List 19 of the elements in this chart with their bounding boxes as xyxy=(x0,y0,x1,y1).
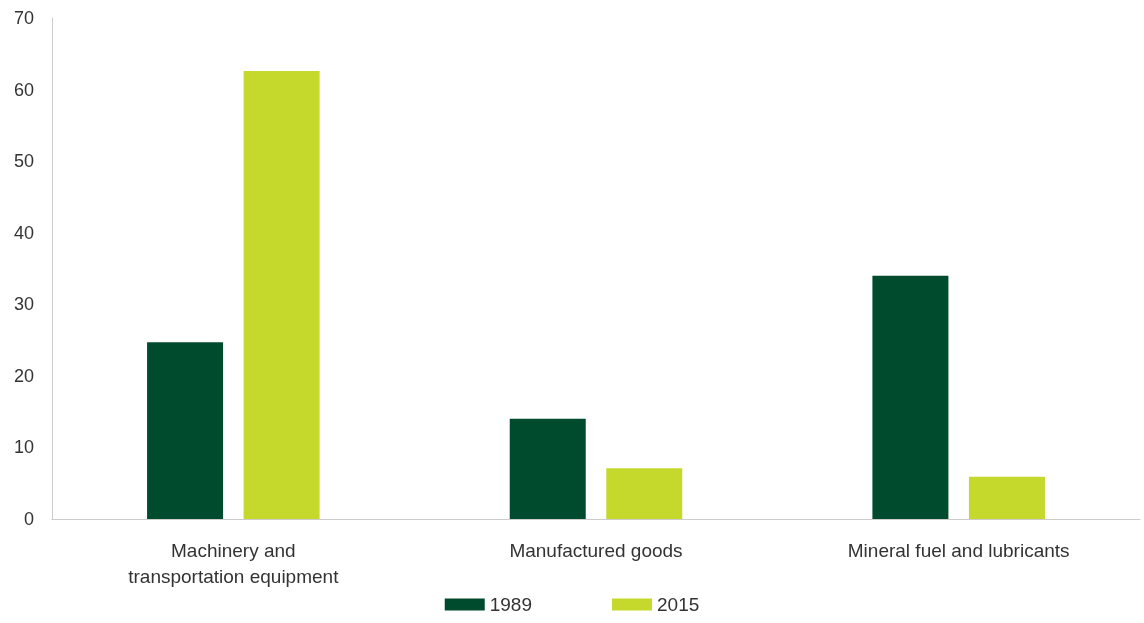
bar xyxy=(147,342,224,519)
bar xyxy=(509,418,586,519)
y-tick-label: 70 xyxy=(13,8,34,28)
bar xyxy=(968,476,1045,519)
y-tick-label: 60 xyxy=(13,79,34,100)
y-tick-label: 40 xyxy=(13,222,34,243)
bar xyxy=(872,275,949,519)
x-tick-label: Mineral fuel and lubricants xyxy=(847,539,1070,561)
y-tick-label: 10 xyxy=(13,437,34,458)
legend-label: 1989 xyxy=(489,594,533,615)
y-tick-label: 20 xyxy=(13,365,34,386)
y-tick-label: 30 xyxy=(13,294,34,315)
x-tick-label: Manufactured goods xyxy=(509,539,683,561)
x-tick-label: Machinery and transportation equipment xyxy=(128,539,340,587)
y-tick-label: 50 xyxy=(13,151,34,172)
bar xyxy=(606,468,683,519)
legend-label: 2015 xyxy=(657,594,700,615)
y-tick-label: 0 xyxy=(23,509,34,529)
bar xyxy=(243,70,320,519)
